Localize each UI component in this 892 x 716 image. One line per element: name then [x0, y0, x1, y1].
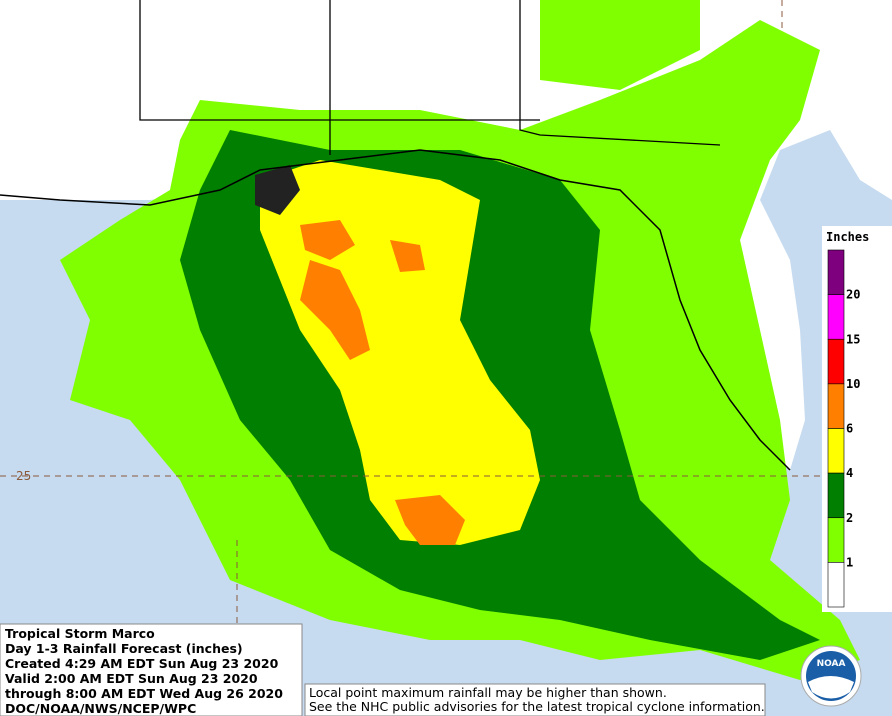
legend-swatch	[827, 428, 845, 474]
latitude-label: 25	[16, 469, 31, 483]
legend-swatch	[827, 517, 845, 563]
logo-wave	[808, 676, 854, 699]
info-line: Created 4:29 AM EDT Sun Aug 23 2020	[5, 656, 279, 671]
info-line: Day 1-3 Rainfall Forecast (inches)	[5, 641, 243, 656]
footnote-box	[304, 683, 766, 716]
footnote-line: Local point maximum rainfall may be high…	[309, 685, 667, 700]
legend-swatch	[827, 294, 845, 340]
rain-1in-north	[540, 0, 700, 90]
info-line: DOC/NOAA/NWS/NCEP/WPC	[5, 701, 196, 716]
legend-swatch	[827, 249, 845, 295]
coastline	[0, 149, 791, 471]
legend-swatch	[827, 472, 845, 519]
land-detail	[255, 165, 300, 215]
legend-title: Inches	[826, 230, 869, 244]
info-line: through 8:00 AM EDT Wed Aug 26 2020	[5, 686, 283, 701]
footnote-line: See the NHC public advisories for the la…	[309, 699, 765, 714]
legend-label: 20	[846, 288, 860, 302]
grid-line	[0, 0, 826, 640]
legend-label: 1	[846, 555, 853, 569]
state-borders	[139, 0, 721, 155]
info-box	[0, 623, 303, 716]
rain-6in	[300, 220, 355, 260]
info-line: Valid 2:00 AM EDT Sun Aug 23 2020	[5, 671, 258, 686]
rain-6in	[395, 495, 465, 545]
legend-swatch	[827, 338, 845, 385]
rain-6in	[390, 240, 425, 272]
legend-swatch	[827, 562, 845, 608]
legend-label: 2	[846, 511, 853, 525]
legend-label: 10	[846, 377, 860, 391]
rain-6in	[300, 260, 370, 360]
info-line: Tropical Storm Marco	[5, 626, 155, 641]
legend-label: 4	[846, 466, 853, 480]
logo-text: NOAA	[817, 659, 846, 669]
footnote: Local point maximum rainfall may be high…	[309, 685, 765, 714]
legend-label: 6	[846, 422, 853, 436]
legend-label: 15	[846, 332, 860, 346]
legend-swatch	[827, 383, 845, 429]
legend: Inches 20 15 10 6 4 2 1	[822, 226, 892, 612]
